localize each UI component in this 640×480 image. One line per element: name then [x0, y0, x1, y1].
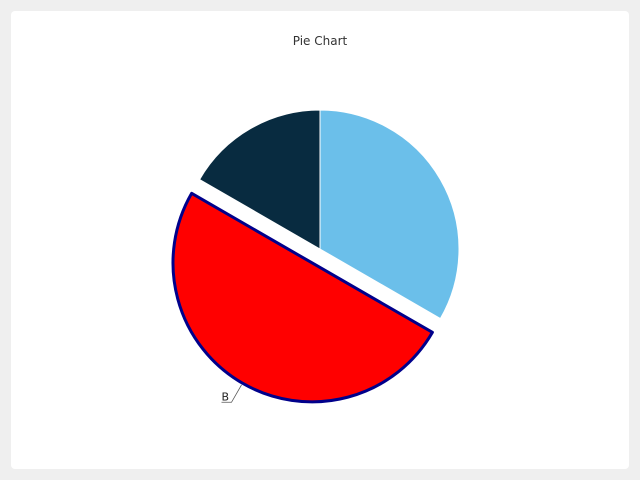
chart-title: Pie Chart — [292, 34, 348, 48]
pie-slice-1[interactable] — [171, 191, 434, 404]
slice-label: B — [222, 390, 230, 403]
pie-slice-2[interactable] — [198, 109, 321, 250]
pie-slices — [171, 109, 460, 404]
pie-labels: B — [221, 384, 242, 403]
label-leader-line — [221, 384, 242, 403]
pie-slice-0[interactable] — [319, 109, 460, 320]
